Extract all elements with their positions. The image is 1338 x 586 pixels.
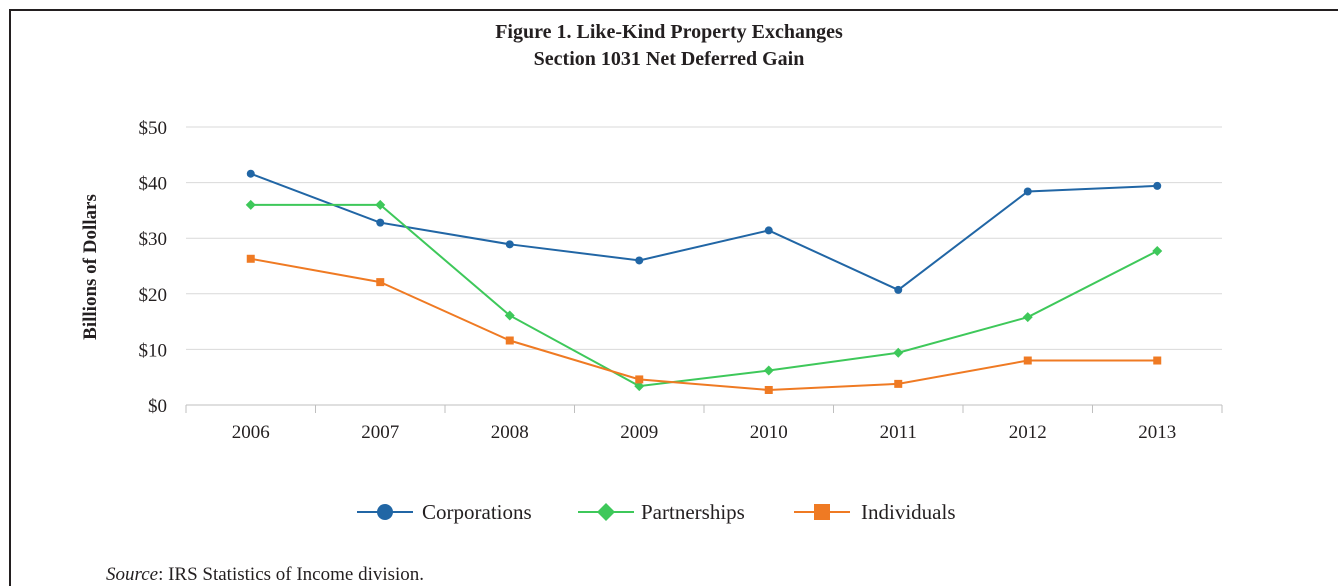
series-group [245, 169, 1163, 394]
y-tick-label: $50 [139, 118, 168, 139]
point-marker [893, 347, 904, 358]
x-tick-label: 2009 [620, 422, 658, 443]
series-line-individuals [250, 257, 1158, 391]
series-individuals [246, 254, 1162, 394]
chart-subtitle: Section 1031 Net Deferred Gain [534, 48, 805, 70]
series-partnerships [245, 199, 1163, 392]
point-marker [1023, 356, 1032, 365]
series-line-corporations [250, 172, 1158, 292]
x-tick-label: 2012 [1009, 422, 1047, 443]
chart-frame [9, 9, 1338, 586]
y-tick-labels: $0 $10 $20 $30 $40 $50 [139, 118, 168, 417]
legend-item-individuals: Individuals [794, 500, 956, 524]
axes [185, 404, 1223, 413]
point-marker [246, 169, 255, 178]
point-marker [375, 199, 386, 210]
point-marker [634, 381, 645, 392]
x-tick-labels: 2006 2007 2008 2009 2010 2011 2012 2013 [232, 422, 1177, 443]
x-tick-label: 2006 [232, 422, 270, 443]
point-marker [763, 365, 774, 376]
x-tick-label: 2010 [750, 422, 788, 443]
point-marker [764, 385, 773, 394]
point-marker [505, 336, 514, 345]
point-marker [764, 226, 773, 235]
chart-title: Figure 1. Like-Kind Property Exchanges [495, 21, 843, 43]
point-marker [376, 278, 385, 287]
x-tick-label: 2011 [880, 422, 917, 443]
point-marker [505, 240, 514, 249]
point-marker [1152, 245, 1163, 256]
point-marker [597, 503, 615, 521]
legend-item-corporations: Corporations [357, 500, 532, 524]
point-marker [894, 379, 903, 388]
source-note: Source: IRS Statistics of Income divisio… [106, 564, 424, 585]
legend-label: Partnerships [641, 500, 745, 524]
legend-label: Corporations [422, 500, 532, 524]
x-tick-label: 2013 [1138, 422, 1176, 443]
grid [186, 126, 1222, 350]
point-marker [1153, 181, 1162, 190]
y-tick-label: $40 [139, 174, 168, 195]
x-tick-label: 2007 [361, 422, 399, 443]
legend: Corporations Partnerships Individuals [357, 500, 956, 524]
legend-label: Individuals [861, 500, 956, 524]
point-marker [1153, 356, 1162, 365]
point-marker [1023, 187, 1032, 196]
point-marker [377, 504, 393, 520]
series-line-partnerships [250, 203, 1158, 388]
y-tick-label: $30 [139, 229, 168, 250]
x-tick-label: 2008 [491, 422, 529, 443]
source-text: : IRS Statistics of Income division. [158, 564, 424, 585]
point-marker [814, 504, 830, 520]
y-tick-label: $0 [148, 396, 167, 417]
point-marker [635, 256, 644, 265]
legend-item-partnerships: Partnerships [578, 500, 745, 524]
point-marker [635, 375, 644, 384]
point-marker [246, 254, 255, 263]
point-marker [245, 199, 256, 210]
series-corporations [246, 169, 1162, 294]
point-marker [894, 285, 903, 294]
point-marker [504, 310, 515, 321]
source-label: Source [106, 564, 158, 585]
y-tick-label: $10 [139, 340, 168, 361]
y-axis-label: Billions of Dollars [80, 194, 101, 340]
point-marker [376, 218, 385, 227]
y-tick-label: $20 [139, 285, 168, 306]
point-marker [1022, 312, 1033, 323]
